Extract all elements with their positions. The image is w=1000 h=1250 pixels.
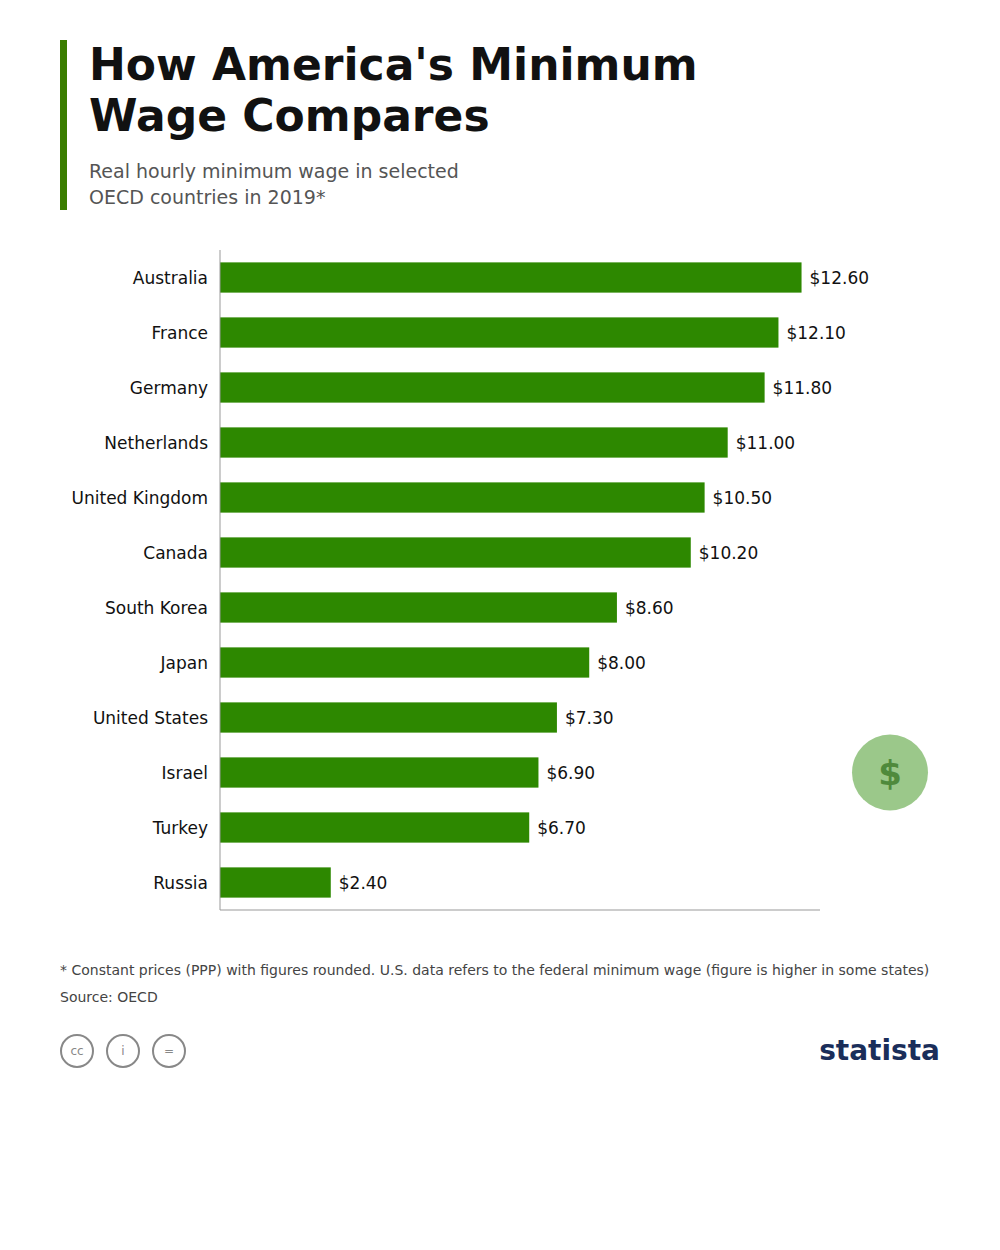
license-icons: cci = bbox=[60, 1034, 186, 1068]
category-label: United Kingdom bbox=[72, 488, 208, 508]
bar bbox=[220, 538, 691, 568]
bar bbox=[220, 483, 705, 513]
license-icon: cc bbox=[60, 1034, 94, 1068]
footer-bottom: cci = statista bbox=[60, 1030, 940, 1072]
title: How America's Minimum Wage Compares bbox=[89, 40, 729, 141]
category-label: France bbox=[151, 323, 208, 343]
axis-line bbox=[220, 250, 221, 910]
bar bbox=[220, 593, 617, 623]
data-label: $8.60 bbox=[625, 598, 674, 618]
license-icon: i bbox=[106, 1034, 140, 1068]
illustration: $ bbox=[852, 735, 928, 811]
category-label: Netherlands bbox=[104, 433, 208, 453]
data-label: $6.70 bbox=[537, 818, 586, 838]
footer: * Constant prices (PPP) with figures rou… bbox=[60, 960, 940, 1072]
data-label: $6.90 bbox=[546, 763, 595, 783]
bar bbox=[220, 318, 778, 348]
axis-line bbox=[220, 910, 820, 911]
bar bbox=[220, 428, 728, 458]
category-label: Israel bbox=[162, 763, 208, 783]
data-label: $10.20 bbox=[699, 543, 758, 563]
data-label: $10.50 bbox=[713, 488, 772, 508]
category-label: Canada bbox=[143, 543, 208, 563]
data-label: $12.60 bbox=[810, 268, 869, 288]
data-label: $11.80 bbox=[773, 378, 832, 398]
category-label: Germany bbox=[130, 378, 208, 398]
bar bbox=[220, 868, 331, 898]
data-label: $7.30 bbox=[565, 708, 614, 728]
annotation: $ bbox=[878, 753, 902, 793]
bar bbox=[220, 373, 765, 403]
coin bbox=[852, 735, 928, 811]
bar bbox=[220, 703, 557, 733]
data-label: $12.10 bbox=[786, 323, 845, 343]
bar bbox=[220, 263, 802, 293]
logo: statista bbox=[819, 1030, 940, 1072]
bar bbox=[220, 813, 529, 843]
category-label: South Korea bbox=[105, 598, 208, 618]
data-label: $2.40 bbox=[339, 873, 388, 893]
data-label: $11.00 bbox=[736, 433, 795, 453]
category-label: Turkey bbox=[152, 818, 208, 838]
labels: Australia $12.60 France $12.10 Germany $11.80… bbox=[72, 268, 869, 893]
category-label: United States bbox=[93, 708, 208, 728]
category-label: Australia bbox=[133, 268, 208, 288]
footnote: Source: OECD bbox=[60, 987, 940, 1008]
subtitle: Real hourly minimum wage in selected OEC… bbox=[89, 159, 489, 210]
header: How America's Minimum Wage Compares Real… bbox=[60, 40, 729, 210]
footnote: * Constant prices (PPP) with figures rou… bbox=[60, 960, 940, 981]
bar bbox=[220, 758, 538, 788]
license-icon: = bbox=[152, 1034, 186, 1068]
bar bbox=[220, 648, 589, 678]
category-label: Japan bbox=[160, 653, 208, 673]
data-label: $8.00 bbox=[597, 653, 646, 673]
bars bbox=[220, 263, 802, 898]
category-label: Russia bbox=[153, 873, 208, 893]
chart: Australia $12.60 France $12.10 Germany $11.80… bbox=[0, 230, 1000, 950]
